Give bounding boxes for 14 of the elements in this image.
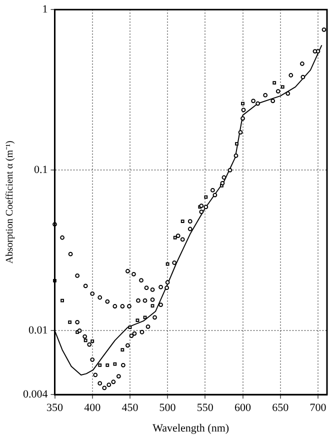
x-tick-label: 650 bbox=[272, 402, 290, 414]
x-tick-label: 600 bbox=[234, 402, 252, 414]
y-tick-label: 0.01 bbox=[28, 324, 48, 337]
x-axis-title: Wavelength (nm) bbox=[152, 422, 230, 434]
y-tick-label: 0.1 bbox=[34, 164, 48, 176]
x-tick-label: 500 bbox=[159, 402, 176, 414]
x-tick-label: 350 bbox=[46, 402, 64, 414]
y-tick-label: 0.004 bbox=[23, 388, 48, 400]
y-tick-label: 1 bbox=[42, 3, 48, 16]
x-tick-label: 450 bbox=[122, 402, 139, 414]
x-tick-label: 700 bbox=[310, 402, 327, 414]
y-axis-title: Absorption Coefficient α (m⁻¹) bbox=[4, 140, 16, 264]
x-tick-label: 550 bbox=[196, 402, 214, 414]
x-tick-label: 400 bbox=[84, 402, 102, 414]
